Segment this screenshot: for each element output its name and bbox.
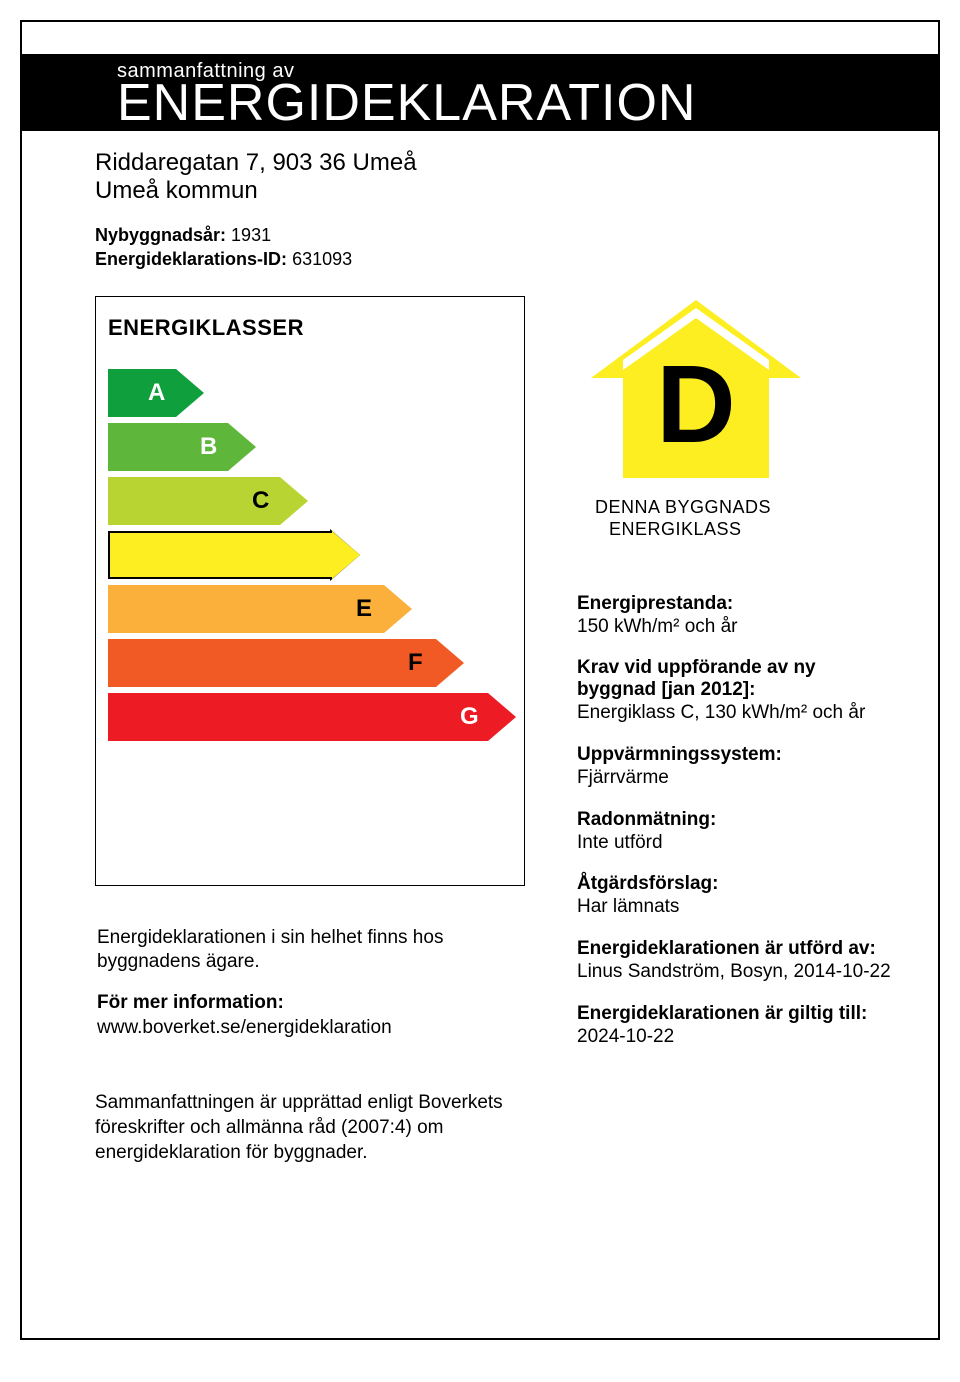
right-column: D DENNA BYGGNADS ENERGIKLASS Energiprest… — [565, 296, 898, 1068]
energy-class-label: F — [408, 649, 423, 677]
energy-class-arrow-e: E — [108, 585, 512, 633]
info-list: Energiprestanda:150 kWh/m² och år Krav vi… — [577, 593, 898, 1050]
info-label: Energiprestanda: — [577, 593, 898, 615]
energy-class-arrow-g: G — [108, 693, 512, 741]
energy-class-label: C — [252, 487, 269, 515]
info-value: Har lämnats — [577, 895, 898, 920]
info-item: Energiprestanda:150 kWh/m² och år — [577, 593, 898, 640]
info-item: Åtgärdsförslag:Har lämnats — [577, 873, 898, 920]
address-line-1: Riddaregatan 7, 903 36 Umeå — [95, 149, 938, 177]
info-item: Energideklarationen är utförd av:Linus S… — [577, 938, 898, 985]
energy-class-label: A — [148, 379, 165, 407]
house-icon: D — [591, 300, 801, 490]
info-label: Uppvärmningssystem: — [577, 744, 898, 766]
more-info-url: www.boverket.se/energideklaration — [97, 1017, 392, 1038]
info-value: 150 kWh/m² och år — [577, 615, 898, 640]
build-year-value: 1931 — [231, 225, 271, 245]
info-value: Fjärrvärme — [577, 766, 898, 791]
energy-class-arrow-d: D — [108, 531, 512, 579]
meta-block: Nybyggnadsår: 1931 Energideklarations-ID… — [22, 205, 938, 272]
house-caption-2: ENERGIKLASS — [609, 518, 898, 541]
more-info-label: För mer information: — [97, 992, 284, 1013]
energy-class-label: G — [460, 703, 479, 731]
info-item: Energideklarationen är giltig till:2024-… — [577, 1003, 898, 1050]
info-label: Energideklarationen är giltig till: — [577, 1003, 898, 1025]
energy-class-arrow-c: C — [108, 477, 512, 525]
info-item: Uppvärmningssystem:Fjärrvärme — [577, 744, 898, 791]
declaration-id-label: Energideklarations-ID: — [95, 249, 287, 269]
build-year-label: Nybyggnadsår: — [95, 225, 226, 245]
info-label: Åtgärdsförslag: — [577, 873, 898, 895]
header-title: ENERGIDEKLARATION — [117, 77, 938, 129]
footer-note: Sammanfattningen är upprättad enligt Bov… — [22, 1067, 938, 1165]
availability-note: Energideklarationen i sin helhet finns h… — [97, 926, 525, 975]
document-page: sammanfattning av ENERGIDEKLARATION Ridd… — [20, 20, 940, 1340]
house-caption-1: DENNA BYGGNADS — [595, 496, 898, 519]
main-row: ENERGIKLASSER ABCDEFG Energideklaratione… — [22, 272, 938, 1068]
info-item: Krav vid uppförande av ny byggnad [jan 2… — [577, 657, 898, 726]
header-band: sammanfattning av ENERGIDEKLARATION — [22, 54, 938, 131]
svg-text:D: D — [656, 343, 735, 466]
info-value: 2024-10-22 — [577, 1025, 898, 1050]
info-label: Krav vid uppförande av ny byggnad [jan 2… — [577, 657, 898, 701]
energy-class-arrow-b: B — [108, 423, 512, 471]
energy-class-arrows: A B CDE F G — [108, 369, 512, 741]
energy-class-chart: ENERGIKLASSER A B CDE F G — [95, 296, 525, 886]
info-value: Inte utförd — [577, 831, 898, 856]
declaration-id-value: 631093 — [292, 249, 352, 269]
left-column: ENERGIKLASSER A B CDE F G Energideklaratione… — [95, 296, 525, 1068]
energy-class-arrow-f: F — [108, 639, 512, 687]
info-item: Radonmätning:Inte utförd — [577, 809, 898, 856]
house-badge: D DENNA BYGGNADS ENERGIKLASS — [591, 300, 898, 541]
footer-text: Sammanfattningen är upprättad enligt Bov… — [95, 1091, 515, 1165]
info-label: Radonmätning: — [577, 809, 898, 831]
left-note: Energideklarationen i sin helhet finns h… — [95, 926, 525, 1041]
info-value: Linus Sandström, Bosyn, 2014-10-22 — [577, 960, 898, 985]
energy-class-label: E — [356, 595, 372, 623]
info-value: Energiklass C, 130 kWh/m² och år — [577, 701, 898, 726]
info-label: Energideklarationen är utförd av: — [577, 938, 898, 960]
address-line-2: Umeå kommun — [95, 177, 938, 205]
address-block: Riddaregatan 7, 903 36 Umeå Umeå kommun — [22, 131, 938, 205]
energy-class-chart-title: ENERGIKLASSER — [108, 315, 512, 341]
energy-class-label: B — [200, 433, 217, 461]
energy-class-arrow-a: A — [108, 369, 512, 417]
